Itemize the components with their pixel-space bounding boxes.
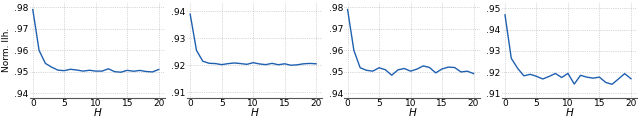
X-axis label: H: H bbox=[93, 108, 101, 118]
X-axis label: H: H bbox=[566, 108, 573, 118]
X-axis label: H: H bbox=[251, 108, 259, 118]
X-axis label: H: H bbox=[408, 108, 416, 118]
Y-axis label: Norm. llh.: Norm. llh. bbox=[2, 28, 11, 72]
